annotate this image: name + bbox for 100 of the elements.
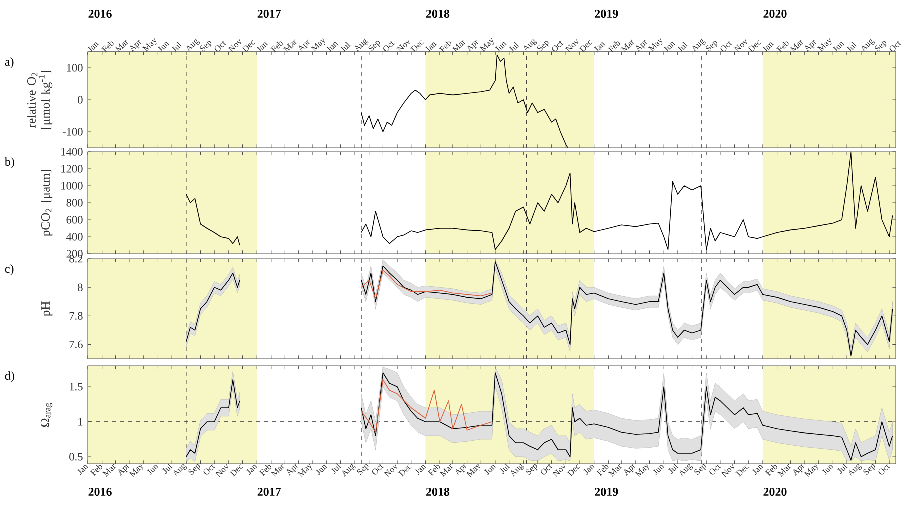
- x-tick-label: Apr: [456, 464, 467, 476]
- chart-title: b): [4, 158, 14, 168]
- x2-tick-label: Mar: [620, 40, 634, 53]
- chart-title: c): [5, 264, 14, 276]
- y-tick-label: 1000: [62, 182, 83, 190]
- y-tick-label: 7.6: [70, 340, 83, 349]
- x2-tick-label: Oct: [552, 41, 564, 52]
- x-tick-label: Jun: [147, 465, 159, 476]
- x-tick-label: Feb: [259, 465, 272, 476]
- x-tick-label: Jan: [415, 465, 426, 476]
- x2-tick-label: Oct: [720, 41, 732, 52]
- text: 2017: [258, 488, 282, 496]
- text: 2017: [258, 10, 282, 18]
- x-tick-label: Sep: [694, 464, 707, 476]
- x2-tick-label: Aug: [862, 38, 875, 52]
- x-tick-label: Jul: [838, 464, 848, 474]
- x2-tick-label: Jan: [762, 42, 774, 53]
- x-tick-label: Jan: [77, 465, 89, 476]
- x2-tick-label: Feb: [776, 42, 789, 53]
- x-tick-label: May: [804, 464, 818, 478]
- x-tick-label: Oct: [541, 464, 553, 475]
- x2-tick-label: Jun: [495, 42, 507, 53]
- x-tick-label: Aug: [680, 464, 694, 477]
- x-tick-label: Jan: [246, 465, 258, 476]
- x2-tick-label: Oct: [890, 41, 902, 52]
- x-tick-label: Feb: [765, 465, 778, 476]
- y-axis-title: pCO$_{2}$ [μatm]: [41, 170, 53, 237]
- x-tick-label: Nov: [384, 464, 398, 478]
- x2-tick-label: May: [480, 38, 494, 52]
- y-tick-label: 600: [66, 216, 83, 224]
- x2-tick-label: May: [311, 38, 326, 52]
- x2-tick-label: Jun: [326, 42, 338, 53]
- x2-tick-label: Jun: [832, 42, 845, 53]
- x-tick-label: May: [466, 464, 481, 478]
- x2-tick-label: Sep: [706, 41, 718, 52]
- x2-tick-label: Apr: [299, 40, 310, 52]
- x-tick-label: Mar: [777, 464, 791, 478]
- y-tick-label: 8: [78, 284, 83, 292]
- y-tick-label: 7.8: [70, 312, 83, 320]
- x2-tick-label: Oct: [214, 41, 226, 52]
- x2-tick-label: Jan: [426, 42, 437, 53]
- x2-tick-label: Sep: [537, 41, 550, 52]
- x-tick-label: Jul: [162, 464, 173, 474]
- text: 2018: [426, 10, 450, 18]
- x2-tick-label: Sep: [875, 41, 888, 52]
- y-tick-label: 1.5: [70, 383, 83, 391]
- text: 2016: [88, 488, 112, 496]
- x-tick-label: Aug: [174, 464, 188, 477]
- y-tick-label: 1200: [62, 165, 83, 173]
- text: 2019: [595, 10, 618, 18]
- x-tick-label: Jul: [668, 464, 679, 474]
- x-tick-label: Jan: [752, 465, 764, 476]
- x-tick-label: Mar: [440, 464, 454, 478]
- y-tick-label: -100: [62, 128, 83, 136]
- x-tick-label: Jul: [500, 464, 510, 474]
- x-tick-label: Aug: [342, 464, 356, 477]
- x-tick-label: Dec: [736, 464, 750, 477]
- x2-tick-label: Aug: [355, 38, 369, 52]
- text: 2020: [764, 488, 787, 496]
- x-tick-label: Oct: [878, 464, 890, 475]
- x-tick-label: Jun: [484, 465, 496, 476]
- x2-tick-label: Apr: [468, 40, 479, 52]
- x2-tick-label: Apr: [130, 40, 142, 52]
- x-tick-label: Oct: [372, 464, 384, 475]
- x-tick-label: Dec: [398, 464, 412, 477]
- text: 2018: [426, 488, 450, 496]
- x2-tick-label: Apr: [805, 40, 816, 52]
- x-tick-label: Oct: [204, 464, 216, 475]
- x2-tick-label: Nov: [734, 39, 748, 53]
- x2-tick-label: May: [142, 38, 157, 52]
- x-tick-label: Mar: [102, 464, 116, 478]
- x-tick-label: Nov: [215, 464, 228, 478]
- y-axis-title: Ω$_{arag}$: [40, 403, 53, 428]
- x2-tick-label: Dec: [242, 40, 256, 53]
- x-tick-label: Mar: [271, 464, 285, 478]
- x-tick-label: May: [634, 464, 650, 478]
- x2-tick-label: Jan: [594, 42, 606, 53]
- y-tick-label: 800: [66, 199, 83, 207]
- x-tick-label: Jul: [331, 464, 342, 474]
- x-tick-label: Apr: [118, 464, 130, 476]
- text: 2016: [88, 10, 112, 18]
- x-tick-label: Nov: [552, 464, 566, 478]
- x-tick-label: May: [298, 464, 312, 478]
- y-tick-label: 400: [66, 233, 83, 241]
- x-tick-label: Sep: [188, 464, 201, 476]
- x-tick-label: Feb: [90, 465, 102, 476]
- x2-tick-label: Mar: [452, 40, 466, 53]
- x-tick-label: Feb: [596, 465, 609, 476]
- chart-title: a): [5, 58, 14, 68]
- x-tick-label: Jun: [822, 465, 834, 476]
- x2-tick-label: Aug: [524, 38, 538, 52]
- x2-tick-label: Sep: [200, 41, 212, 52]
- x-tick-label: Jun: [653, 465, 665, 476]
- x2-tick-label: Jun: [158, 42, 170, 53]
- y-tick-label: 0.5: [70, 453, 83, 461]
- x2-tick-label: Jun: [664, 42, 676, 53]
- x-tick-label: Apr: [624, 464, 636, 476]
- x2-tick-label: Jan: [88, 42, 100, 53]
- x2-tick-label: Jan: [256, 42, 268, 53]
- x2-tick-label: Nov: [228, 39, 242, 53]
